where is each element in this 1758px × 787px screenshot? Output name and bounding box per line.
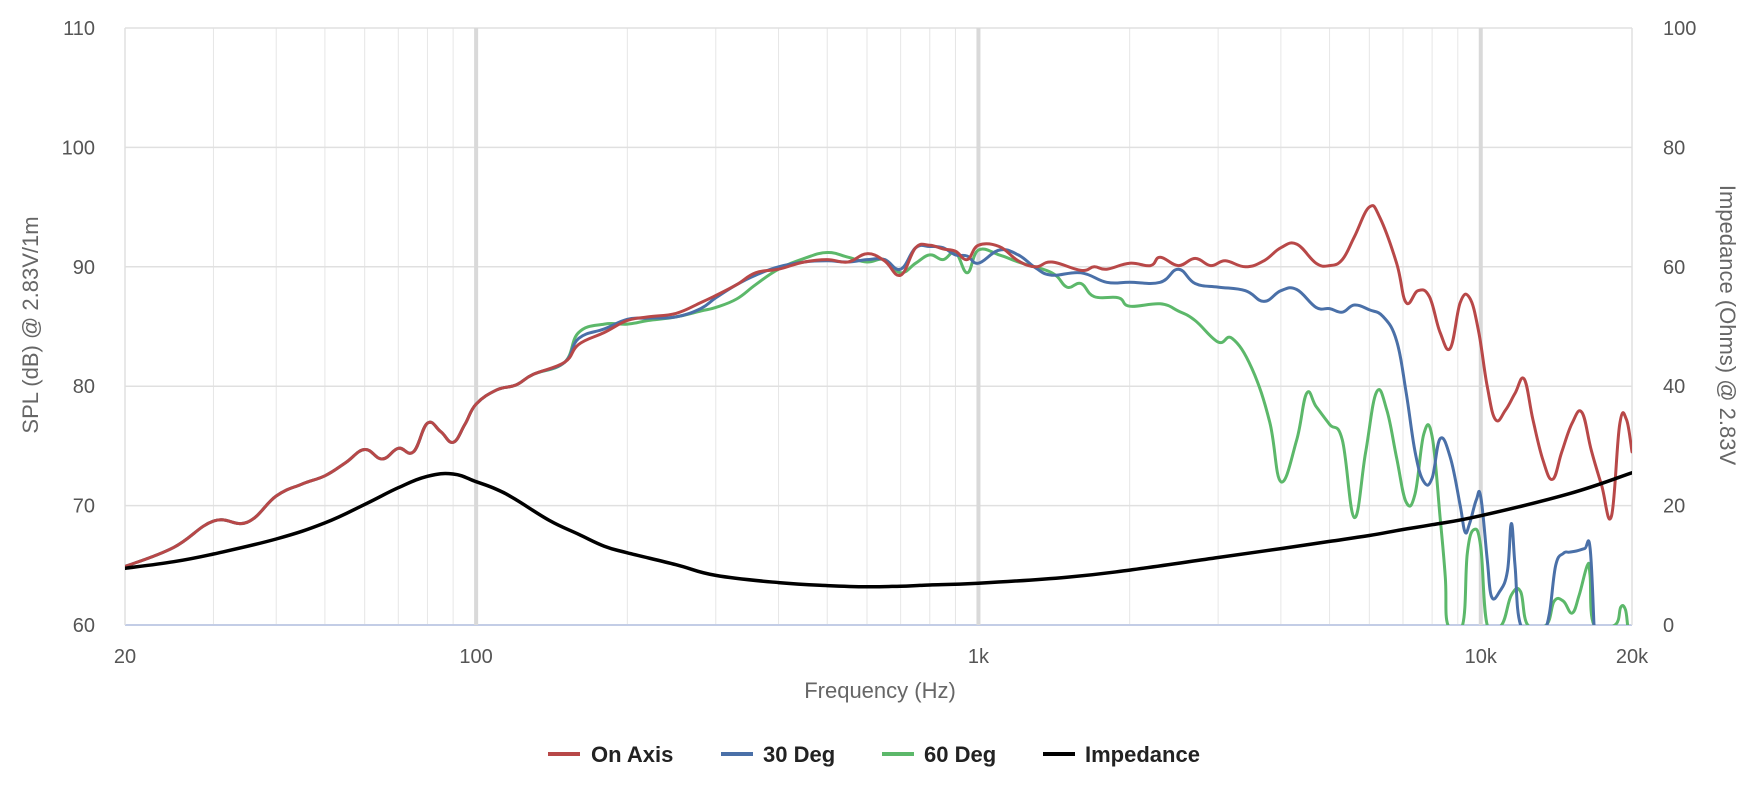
legend-item-30-deg[interactable]: 30 Deg bbox=[721, 742, 835, 767]
minor-grid bbox=[212, 28, 1459, 625]
series-line-impedance bbox=[125, 471, 1632, 589]
y2-tick-label: 0 bbox=[1663, 615, 1674, 637]
y-axis-title: SPL (dB) @ 2.83V/1m bbox=[18, 216, 43, 433]
legend-label-on-axis: On Axis bbox=[591, 742, 673, 767]
y-axis-ticks: 60 70 80 90 100 110 bbox=[62, 18, 95, 637]
y2-tick-label: 60 bbox=[1663, 257, 1685, 279]
x-tick-label: 1k bbox=[968, 646, 990, 668]
y-tick-label: 90 bbox=[73, 257, 95, 279]
y2-axis-title: Impedance (Ohms) @ 2.83V bbox=[1715, 185, 1740, 466]
y-tick-label: 110 bbox=[63, 18, 95, 40]
x-tick-label: 100 bbox=[459, 646, 492, 668]
y2-axis-ticks: 0 20 40 60 80 100 bbox=[1663, 18, 1696, 637]
y2-tick-label: 40 bbox=[1663, 376, 1685, 398]
y2-tick-label: 100 bbox=[1663, 18, 1696, 40]
legend-item-60-deg[interactable]: 60 Deg bbox=[882, 742, 996, 767]
legend-label-60-deg: 60 Deg bbox=[924, 742, 996, 767]
legend-label-30-deg: 30 Deg bbox=[763, 742, 835, 767]
legend-item-on-axis[interactable]: On Axis bbox=[548, 742, 673, 767]
series-line-30-deg bbox=[125, 243, 1596, 625]
x-axis-ticks: 20 100 1k 10k 20k bbox=[114, 646, 1649, 668]
major-grid bbox=[124, 27, 1633, 626]
y2-tick-label: 20 bbox=[1663, 496, 1685, 518]
legend: On Axis 30 Deg 60 Deg Impedance bbox=[548, 742, 1200, 767]
series-line-on-axis bbox=[125, 204, 1632, 568]
series-line-60-deg bbox=[125, 247, 1630, 625]
legend-label-impedance: Impedance bbox=[1085, 742, 1200, 767]
y-tick-label: 80 bbox=[73, 376, 95, 398]
legend-item-impedance[interactable]: Impedance bbox=[1043, 742, 1200, 767]
plot-series bbox=[125, 204, 1632, 625]
x-tick-label: 20k bbox=[1616, 646, 1649, 668]
x-tick-label: 10k bbox=[1465, 646, 1498, 668]
y-tick-label: 100 bbox=[62, 137, 95, 159]
x-tick-label: 20 bbox=[114, 646, 136, 668]
y2-tick-label: 80 bbox=[1663, 137, 1685, 159]
x-axis-title: Frequency (Hz) bbox=[804, 678, 956, 703]
y-tick-label: 60 bbox=[73, 615, 95, 637]
y-tick-label: 70 bbox=[73, 496, 95, 518]
